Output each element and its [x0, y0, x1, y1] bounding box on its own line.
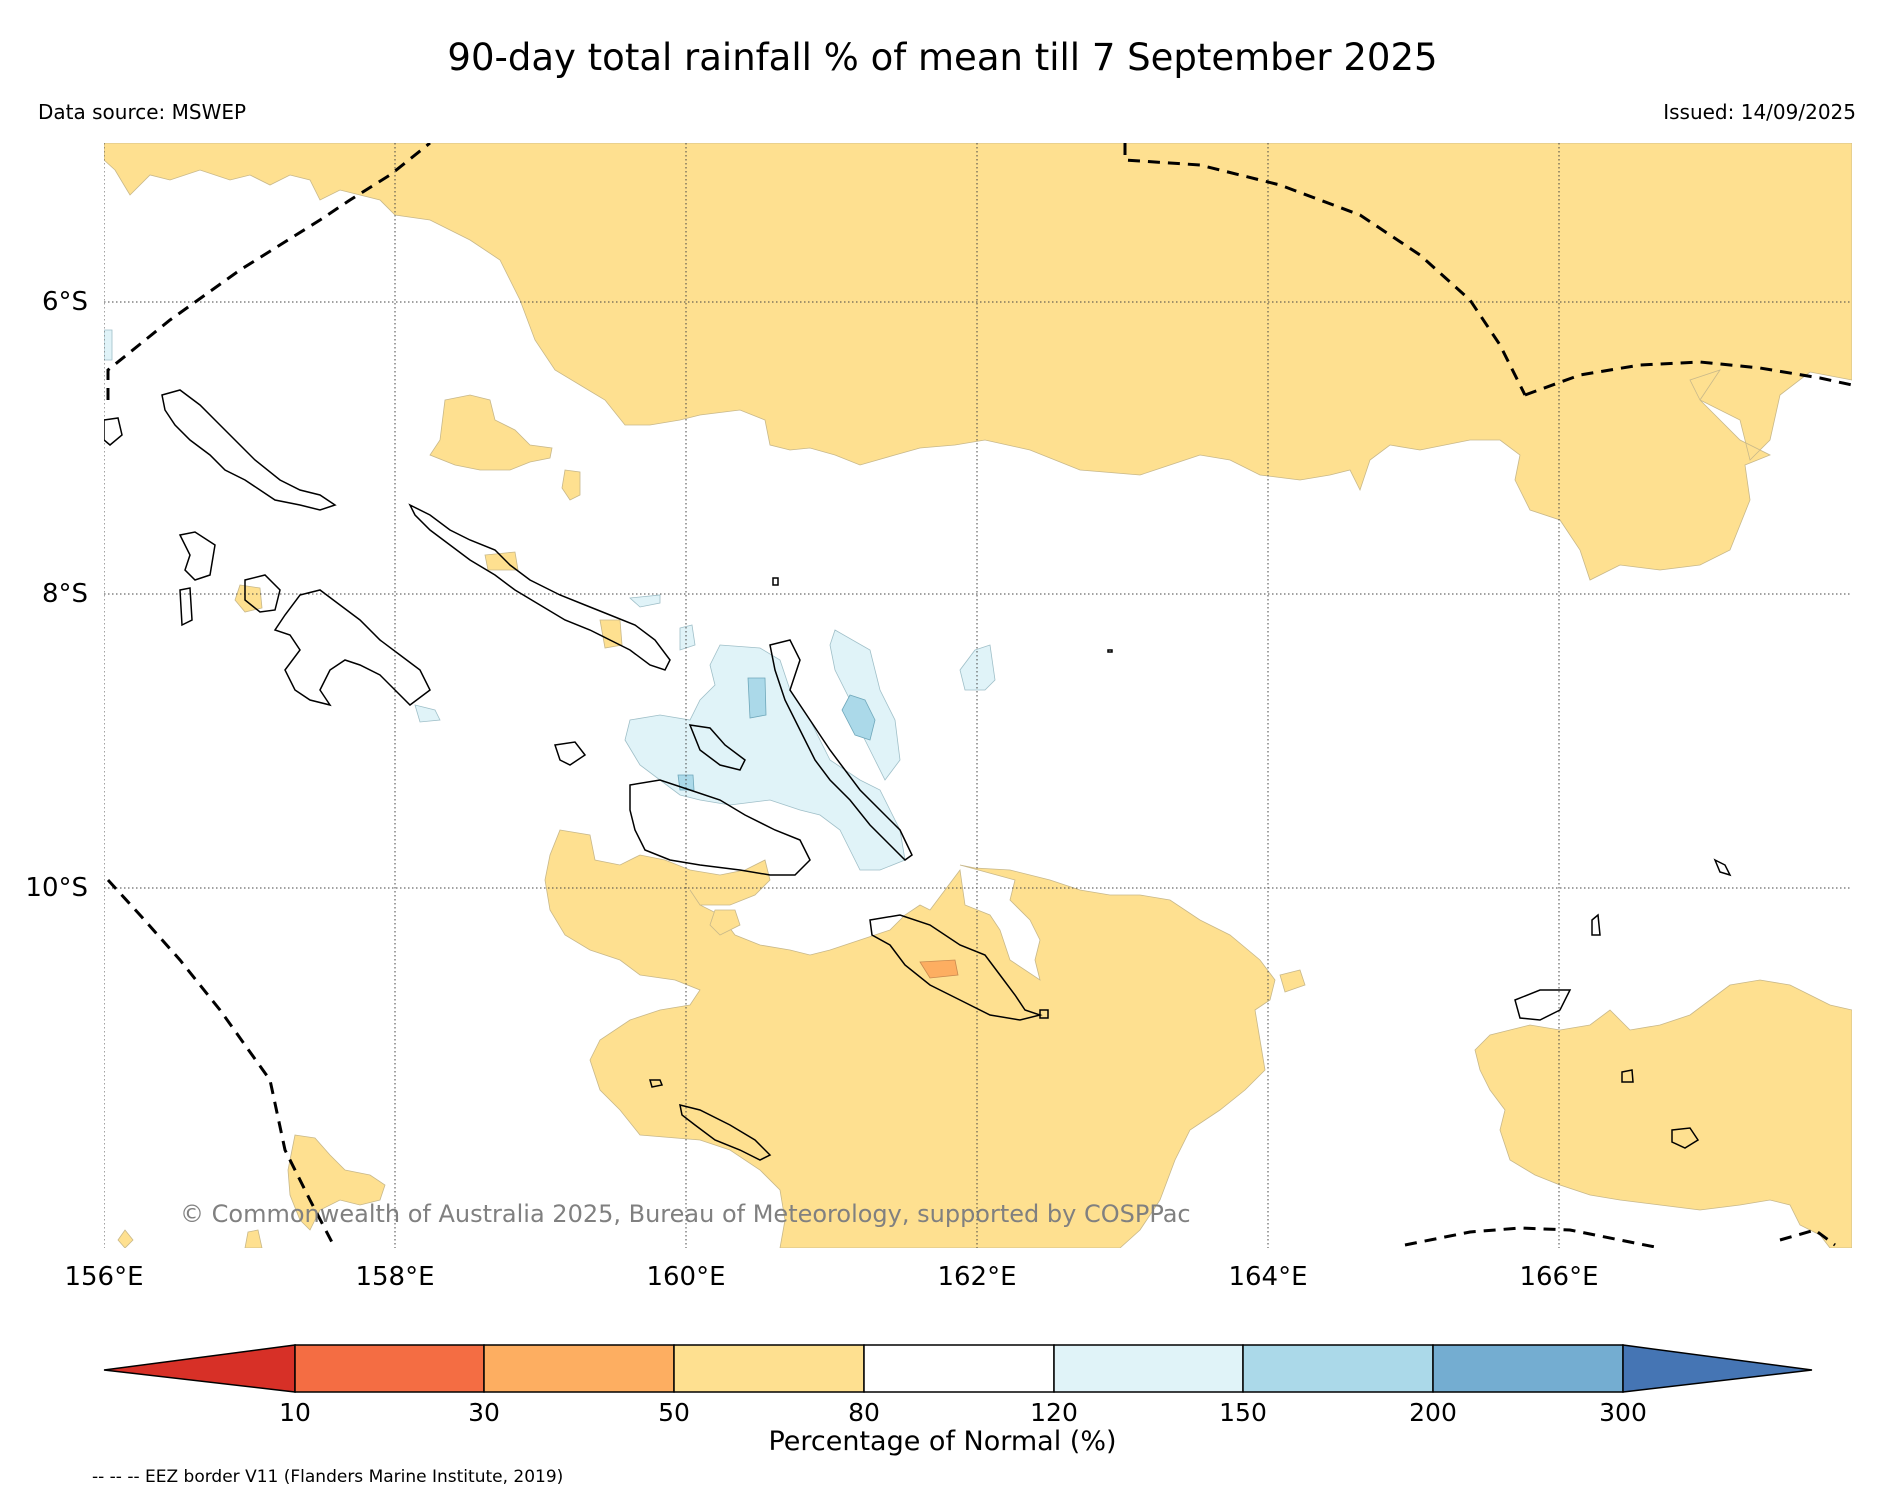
coast-ulawa [1039, 1009, 1049, 1019]
very-wet-region-3 [677, 774, 695, 791]
lon-tick-label: 162°E [937, 1262, 1017, 1292]
graticule [104, 143, 1852, 1248]
colorbar-bin-200-300 [1432, 1344, 1624, 1393]
data-source-label: Data source: MSWEP [38, 100, 247, 124]
very-wet-region-1 [747, 677, 767, 719]
coast-new-georgia-2 [244, 574, 281, 613]
lat-tick-label: 10°S [25, 873, 88, 903]
very-wet-region-2 [841, 694, 876, 741]
colorbar-bin-50-80 [673, 1344, 865, 1393]
colorbar-title: Percentage of Normal (%) [768, 1426, 1117, 1457]
wet-region-small-5 [414, 704, 441, 723]
colorbar-tick-label: 200 [1409, 1398, 1457, 1427]
coast-sikaiana [1107, 649, 1113, 653]
colorbar-bin-10-30 [294, 1344, 485, 1393]
colorbar-tick-label: 150 [1219, 1398, 1267, 1427]
coast-vella-lavella [179, 587, 193, 627]
eez-border-south [1404, 1226, 1661, 1248]
dry-region-small-2 [561, 469, 581, 501]
colorbar-tick-label: 10 [279, 1398, 311, 1427]
colorbar-bin-120-150 [1053, 1344, 1244, 1393]
eez-border-northeast [1123, 143, 1527, 396]
coast-reef-2 [1713, 858, 1732, 877]
wet-region-central [624, 644, 906, 871]
colorbar-extend-low [103, 1344, 296, 1393]
coast-vanikoro [1671, 1127, 1700, 1149]
colorbar-tick-label: 300 [1599, 1398, 1647, 1427]
coast-choiseul [161, 389, 337, 511]
lat-tick-label: 8°S [41, 579, 88, 609]
dry-region-sw-small [244, 1229, 263, 1248]
dry-region-small-5 [599, 619, 623, 649]
colorbar [103, 1344, 1813, 1393]
lat-tick-label: 6°S [41, 287, 88, 317]
colorbar-bin-80-120 [863, 1344, 1055, 1393]
dry-region-south-east [1279, 969, 1306, 993]
colorbar-extend-high [1622, 1344, 1813, 1393]
colorbar-tick-label: 50 [658, 1398, 690, 1427]
lon-tick-label: 160°E [646, 1262, 726, 1292]
very-wet-regions [677, 677, 876, 791]
coast-reef-1 [1591, 913, 1601, 936]
dry-region-small-4 [234, 584, 263, 613]
coast-bellona [649, 1079, 664, 1088]
coast-santa-isabel [408, 503, 671, 671]
coast-rennell [679, 1103, 772, 1161]
colorbar-bin-30-50 [483, 1344, 675, 1393]
issued-date-label: Issued: 14/09/2025 [1663, 100, 1856, 124]
very-dry-region [919, 959, 959, 979]
copyright-notice: © Commonwealth of Australia 2025, Bureau… [180, 1200, 1191, 1228]
eez-borders [106, 143, 1852, 1248]
dry-region-south-central [544, 829, 1276, 1248]
coast-ontong-small [772, 577, 779, 586]
colorbar-bin-150-200 [1242, 1344, 1434, 1393]
coast-florida-islands [688, 724, 746, 771]
colorbar-tick-label: 30 [468, 1398, 500, 1427]
wet-region-small-3 [629, 594, 661, 608]
map-title: 90-day total rainfall % of mean till 7 S… [447, 36, 1438, 79]
wet-region-small-4 [104, 329, 113, 361]
dry-region-small-6 [709, 909, 741, 936]
coast-russell [554, 741, 587, 766]
coast-guadalcanal [629, 779, 811, 876]
lon-tick-label: 164°E [1228, 1262, 1308, 1292]
coastlines [104, 389, 1732, 1161]
eez-legend-note: -- -- -- EEZ border V11 (Flanders Marine… [92, 1467, 564, 1487]
dry-anomaly-regions [104, 143, 1852, 1248]
coast-shortland [104, 417, 123, 446]
dry-region-small-1 [429, 394, 553, 471]
coast-new-georgia-3 [273, 589, 431, 707]
dry-region-sw-small-2 [117, 1229, 134, 1248]
dry-region-north [104, 143, 1852, 581]
lon-tick-label: 156°E [64, 1262, 144, 1292]
lon-tick-label: 158°E [355, 1262, 435, 1292]
lon-tick-label: 166°E [1519, 1262, 1599, 1292]
colorbar-tick-label: 120 [1030, 1398, 1078, 1427]
coast-utupua [1621, 1069, 1634, 1083]
colorbar-tick-label: 80 [848, 1398, 880, 1427]
wet-region-small-1 [679, 624, 696, 651]
coast-malaita [769, 639, 913, 861]
coast-new-georgia-1 [178, 531, 216, 581]
eez-border-east [1524, 360, 1852, 397]
coast-nendo [1514, 989, 1572, 1021]
dry-region-southeast [1474, 979, 1852, 1248]
eez-border-northwest [106, 143, 431, 400]
